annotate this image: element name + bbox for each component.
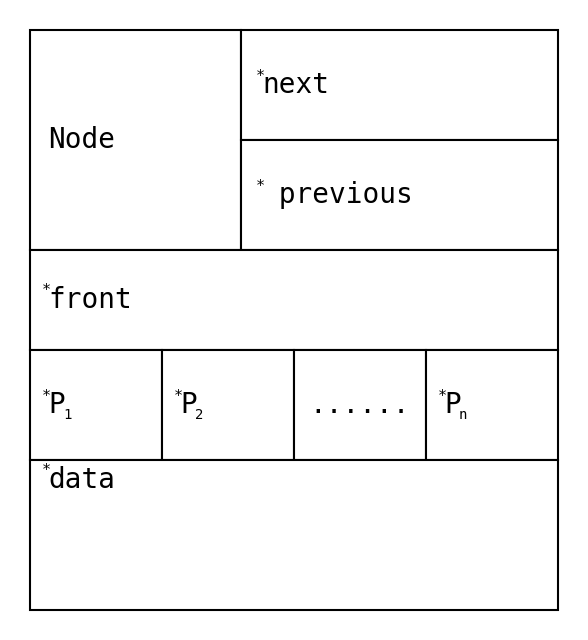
Text: 2: 2 (195, 408, 203, 422)
Text: Node: Node (48, 126, 115, 154)
Text: n: n (459, 408, 467, 422)
Text: ......: ...... (310, 391, 410, 419)
Text: *: * (42, 388, 51, 403)
Text: *: * (256, 179, 265, 193)
Text: *: * (42, 463, 51, 479)
Text: previous: previous (262, 181, 413, 209)
Bar (30, 460, 558, 610)
Text: P: P (444, 391, 461, 419)
Text: *: * (438, 388, 447, 403)
Text: front: front (48, 286, 132, 314)
Text: 1: 1 (63, 408, 71, 422)
Bar (162, 350, 294, 460)
Text: data: data (48, 466, 115, 494)
Text: P: P (180, 391, 197, 419)
Text: *: * (174, 388, 183, 403)
Bar (426, 350, 558, 460)
Bar (30, 250, 558, 350)
Bar (241, 30, 558, 140)
Bar (241, 140, 558, 250)
Bar (294, 350, 426, 460)
Bar (30, 30, 241, 250)
Text: next: next (262, 71, 329, 99)
Bar (30, 350, 162, 460)
Text: P: P (48, 391, 65, 419)
Text: *: * (256, 68, 265, 83)
Text: *: * (42, 284, 51, 298)
